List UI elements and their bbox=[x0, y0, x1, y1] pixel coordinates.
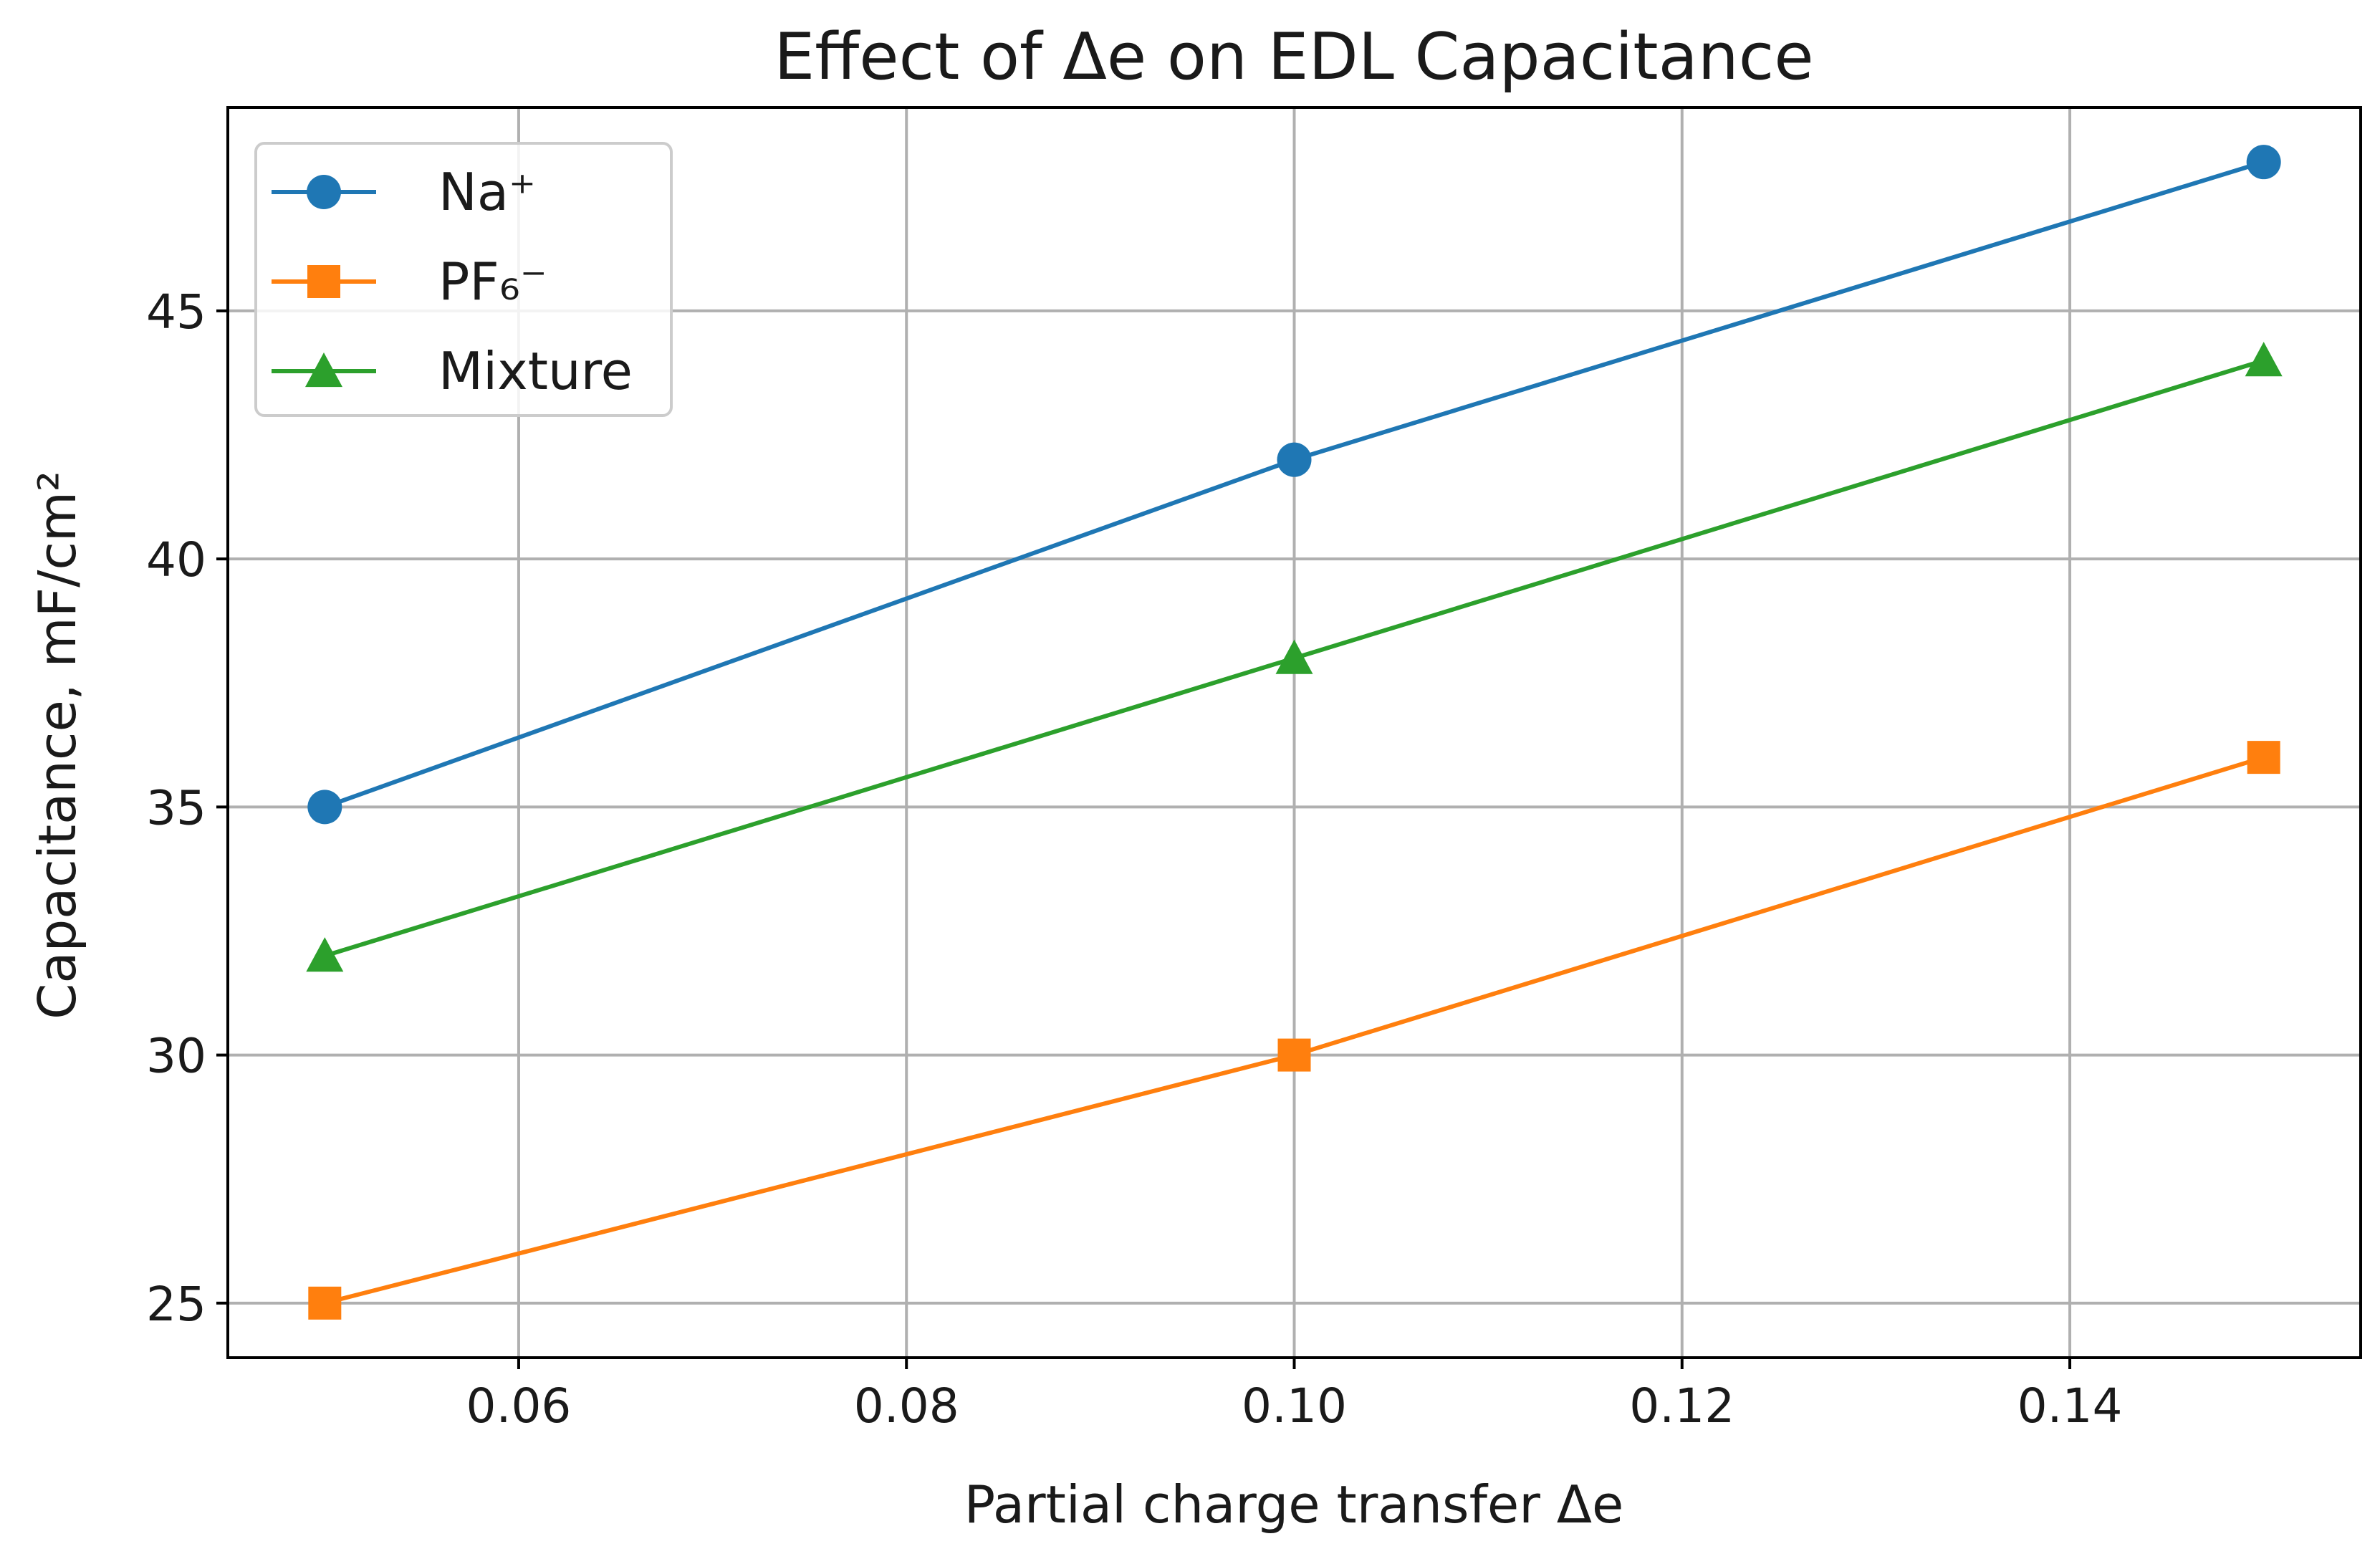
legend-item-na: Na⁺ bbox=[272, 162, 536, 222]
legend-item-mixture: Mixture bbox=[272, 341, 633, 401]
data-point-pf6 bbox=[2247, 741, 2280, 774]
data-point-na bbox=[1277, 442, 1312, 477]
x-axis-label: Partial charge transfer Δe bbox=[964, 1474, 1624, 1535]
x-tick-label: 0.08 bbox=[854, 1378, 959, 1434]
data-point-pf6 bbox=[308, 1286, 342, 1320]
x-tick-label: 0.12 bbox=[1629, 1378, 1734, 1434]
ticks: 0.06 0.08 0.10 0.12 0.14 25 30 35 40 45 bbox=[146, 284, 2123, 1434]
chart-title: Effect of Δe on EDL Capacitance bbox=[774, 19, 1813, 95]
legend-label: Na⁺ bbox=[438, 162, 536, 222]
x-tick-label: 0.14 bbox=[2017, 1378, 2123, 1434]
legend-label: PF₆⁻ bbox=[438, 251, 547, 312]
legend-label: Mixture bbox=[438, 341, 633, 401]
x-tick-label: 0.10 bbox=[1242, 1378, 1347, 1434]
legend-item-pf6: PF₆⁻ bbox=[272, 251, 547, 312]
series-layer bbox=[306, 145, 2283, 1320]
data-point-pf6 bbox=[1277, 1038, 1311, 1072]
y-tick-label: 40 bbox=[146, 532, 206, 587]
y-tick-label: 35 bbox=[146, 780, 206, 835]
y-tick-label: 45 bbox=[146, 284, 206, 340]
data-point-mixture bbox=[2245, 342, 2283, 377]
data-point-mixture bbox=[306, 937, 344, 972]
legend-box bbox=[254, 142, 673, 417]
series-mixture bbox=[306, 342, 2283, 972]
series-na bbox=[307, 145, 2281, 825]
data-point-mixture bbox=[1275, 639, 1313, 674]
y-axis-label: Capacitance, mF/cm² bbox=[27, 471, 87, 1020]
legend-marker bbox=[307, 265, 340, 298]
legend-marker bbox=[307, 175, 341, 209]
data-point-na bbox=[2246, 145, 2281, 180]
legend: Na⁺ PF₆⁻ Mixture bbox=[254, 142, 673, 417]
data-point-na bbox=[307, 790, 342, 825]
x-tick-label: 0.06 bbox=[466, 1378, 571, 1434]
grid bbox=[228, 107, 2361, 1358]
legend-marker bbox=[305, 352, 342, 388]
y-tick-label: 25 bbox=[146, 1277, 206, 1332]
y-tick-label: 30 bbox=[146, 1029, 206, 1084]
series-pf6 bbox=[308, 741, 2280, 1320]
